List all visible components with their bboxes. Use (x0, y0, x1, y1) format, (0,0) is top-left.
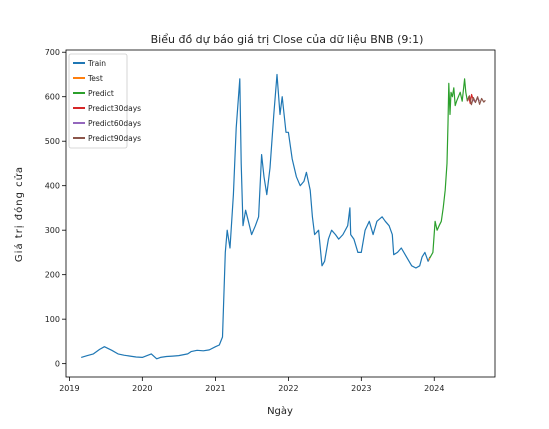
x-tick-label: 2020 (132, 384, 152, 393)
plot-area (81, 73, 486, 360)
legend-label: Test (87, 74, 103, 83)
y-axis-label: Giá trị đóng cửa (13, 166, 25, 262)
x-tick-label: 2023 (351, 384, 371, 393)
legend-label: Train (87, 59, 106, 68)
series-line-predict90days (466, 95, 486, 106)
axes: 2019 2020 2021 2022 2023 2024 0 100 200 300 400 500… (45, 48, 445, 393)
series-line-train (81, 73, 431, 360)
x-tick-label: 2024 (424, 384, 444, 393)
y-tick-label: 500 (45, 137, 60, 146)
y-tick-label: 700 (45, 48, 60, 57)
y-tick-label: 0 (55, 360, 60, 369)
x-axis-label: Ngày (267, 405, 293, 417)
x-tick-label: 2022 (278, 384, 298, 393)
legend-label: Predict30days (88, 104, 141, 113)
series-line-test (428, 257, 431, 261)
x-tick-label: 2019 (59, 384, 79, 393)
y-tick-label: 100 (45, 315, 60, 324)
chart-title: Biểu đồ dự báo giá trị Close của dữ liệu… (151, 33, 424, 46)
y-tick-label: 300 (45, 226, 60, 235)
y-tick-label: 400 (45, 182, 60, 191)
legend-label: Predict90days (88, 134, 141, 143)
series-line-predict (429, 78, 468, 259)
y-tick-label: 200 (45, 271, 60, 280)
legend: Train Test Predict Predict30days Predict60da… (68, 53, 141, 149)
legend-label: Predict60days (88, 119, 141, 128)
y-tick-label: 600 (45, 93, 60, 102)
plot-frame (65, 49, 496, 378)
x-tick-label: 2021 (205, 384, 225, 393)
legend-label: Predict (88, 89, 114, 98)
